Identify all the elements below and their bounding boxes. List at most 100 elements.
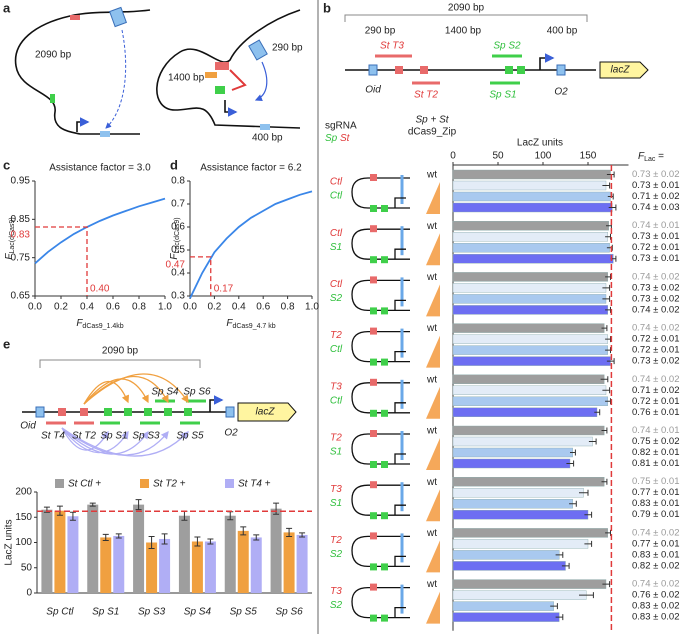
error-bar — [299, 532, 306, 538]
header: Sp + St — [415, 115, 449, 126]
x-tick-label: 1.0 — [158, 302, 172, 313]
icon-box — [370, 327, 377, 335]
zip-gradient — [426, 284, 440, 317]
group-st-label: Ctl — [330, 228, 343, 239]
zip-gradient — [426, 386, 440, 419]
panel-a-diagram — [14, 6, 301, 137]
group-st-label: Ctl — [330, 279, 343, 290]
bar — [452, 436, 593, 447]
wt-label: wt — [426, 323, 437, 334]
group-st-label: T3 — [330, 484, 342, 495]
bar — [67, 516, 79, 593]
bar — [452, 612, 560, 622]
icon-box — [370, 461, 377, 468]
bar — [452, 561, 566, 571]
bar — [452, 191, 611, 202]
loop-icon — [351, 330, 410, 363]
element-label: St T3 — [380, 41, 404, 52]
error-bar — [161, 533, 168, 545]
legend-swatch — [55, 479, 64, 488]
group-sp-label: Ctl — [330, 344, 343, 355]
bar — [452, 253, 614, 264]
flac-label: 0.75 ± 0.01 — [632, 476, 679, 487]
highlight-label: 0.47 — [166, 260, 186, 271]
bar — [452, 396, 609, 406]
error-bar — [606, 358, 615, 365]
icon-box — [370, 174, 377, 181]
bar — [204, 541, 216, 593]
panel-b-map — [344, 14, 649, 85]
line-series — [189, 190, 313, 299]
bar — [237, 530, 249, 593]
element-label: St T2 — [72, 431, 96, 442]
bar — [452, 601, 555, 611]
icon-box — [370, 256, 377, 264]
x-tick-label: 0.6 — [106, 302, 120, 313]
bar — [452, 180, 607, 191]
loop-icon — [351, 484, 410, 516]
group-sp-label: S2 — [330, 600, 343, 611]
header: FLac = — [638, 151, 664, 164]
y-tick-label: 0.5 — [171, 245, 185, 256]
bar — [452, 499, 573, 509]
error-bar — [588, 438, 597, 445]
wt-label: wt — [426, 477, 437, 488]
bar — [452, 272, 609, 282]
highlight-label: 0.17 — [214, 284, 234, 295]
loop-icon — [351, 279, 410, 312]
icon-arrow — [394, 350, 406, 362]
bar — [452, 425, 605, 436]
error-bar — [579, 489, 589, 496]
y-tick-label: 0.85 — [11, 214, 31, 225]
loop-icon — [351, 535, 410, 568]
error-bar — [605, 273, 611, 280]
group-st-label: T3 — [330, 586, 342, 597]
icon-box — [381, 409, 388, 417]
bar — [54, 510, 66, 593]
error-bar — [69, 511, 76, 521]
bar — [224, 515, 236, 593]
zip-gradient — [426, 489, 440, 522]
error-bar — [602, 284, 611, 291]
icon-arrow — [394, 555, 406, 567]
group-sp-label: S1 — [330, 447, 342, 458]
x-tick-label: 0 — [450, 151, 456, 162]
group-st-label: T2 — [330, 535, 342, 546]
flac-label: 0.83 ± 0.02 — [632, 612, 679, 623]
element-label: St T4 — [41, 431, 65, 442]
icon-box — [370, 481, 377, 489]
x-tick-label: 0.4 — [80, 302, 94, 313]
error-bar — [570, 449, 576, 456]
bar — [452, 374, 605, 384]
element-label: Sp S3 — [132, 431, 160, 442]
bar — [452, 169, 611, 180]
header-st: St — [340, 133, 351, 144]
element-label: O2 — [554, 87, 568, 98]
span-label: 2090 bp — [102, 346, 139, 357]
flac-label: 0.82 ± 0.01 — [632, 447, 679, 458]
highlight-line — [190, 256, 212, 296]
flac-label: 0.73 ± 0.01 — [632, 231, 679, 242]
bar — [452, 510, 589, 520]
bar — [452, 447, 573, 458]
error-bar — [584, 511, 593, 518]
error-bar — [608, 204, 617, 211]
y-tick-label: 0 — [26, 588, 32, 599]
bar — [133, 504, 145, 593]
axis-label-main: F — [76, 318, 83, 329]
error-bar — [579, 592, 594, 599]
length-label: 1400 bp — [168, 73, 205, 84]
y-tick-label: 0.3 — [171, 291, 185, 302]
y-tick-label: 150 — [15, 512, 32, 523]
panel-label: d — [170, 157, 178, 172]
error-bar — [601, 478, 608, 485]
length-label: 2090 bp — [35, 50, 72, 61]
element-label: Oid — [365, 85, 381, 96]
loop-icon — [351, 433, 410, 465]
error-bar — [605, 529, 611, 536]
bar — [452, 458, 571, 469]
flac-label: 0.72 ± 0.01 — [632, 345, 679, 356]
flac-label: 0.74 ± 0.02 — [632, 304, 679, 315]
legend-swatch — [225, 479, 234, 488]
x-tick-label: 150 — [580, 151, 597, 162]
